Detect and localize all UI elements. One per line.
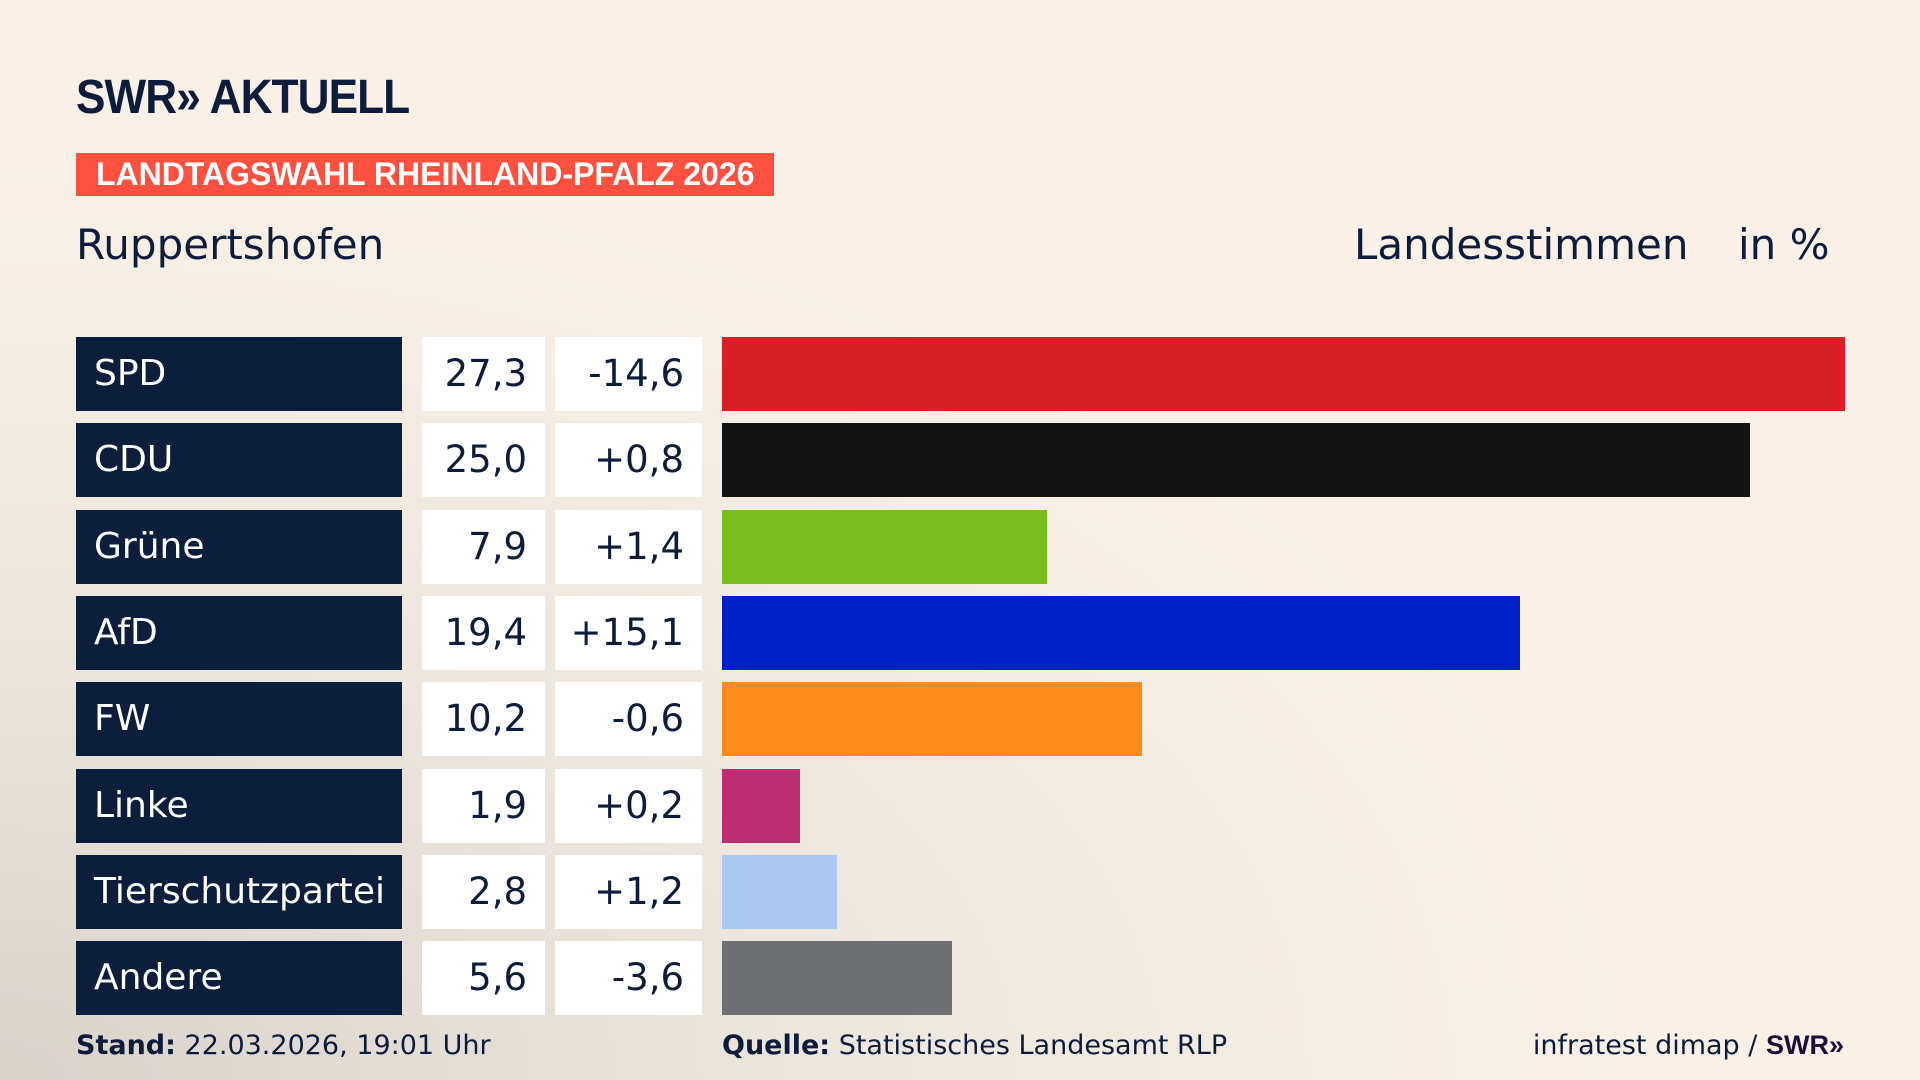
party-value: 2,8 xyxy=(422,854,545,929)
party-value: 25,0 xyxy=(422,423,545,498)
party-bar xyxy=(722,854,838,929)
party-row: Grüne 7,9 +1,4 xyxy=(0,509,1920,584)
source-value: Statistisches Landesamt RLP xyxy=(838,1030,1228,1061)
source-label: Quelle: xyxy=(722,1030,831,1061)
party-change: +1,2 xyxy=(555,854,702,929)
credit-text: infratest dimap / xyxy=(1532,1030,1758,1061)
party-bar xyxy=(722,941,953,1016)
party-value: 1,9 xyxy=(422,768,545,843)
party-bar xyxy=(722,423,1751,498)
party-bar xyxy=(722,509,1047,584)
party-label: Tierschutzpartei xyxy=(76,854,402,929)
party-bar xyxy=(722,595,1521,670)
stand-value: 22.03.2026, 19:01 Uhr xyxy=(184,1030,491,1061)
source-info: Quelle: Statistisches Landesamt RLP xyxy=(722,1030,1227,1061)
party-change: -3,6 xyxy=(555,941,702,1016)
swr-aktuell-logo: SWR» AKTUELL xyxy=(76,71,410,124)
party-row: AfD 19,4 +15,1 xyxy=(0,595,1920,670)
party-bar xyxy=(722,768,801,843)
party-change: +1,4 xyxy=(555,509,702,584)
credit-info: infratest dimap / SWR» xyxy=(1533,1030,1844,1061)
party-row: Linke 1,9 +0,2 xyxy=(0,768,1920,843)
party-change: +0,2 xyxy=(555,768,702,843)
party-value: 5,6 xyxy=(422,941,545,1016)
party-change: -14,6 xyxy=(555,337,702,411)
party-value: 19,4 xyxy=(422,595,545,670)
party-row: CDU 25,0 +0,8 xyxy=(0,423,1920,498)
party-row: Andere 5,6 -3,6 xyxy=(0,941,1920,1016)
party-label: CDU xyxy=(76,423,402,498)
region-title: Ruppertshofen xyxy=(76,220,385,269)
party-label: SPD xyxy=(76,337,402,411)
party-row: Tierschutzpartei 2,8 +1,2 xyxy=(0,854,1920,929)
swr-logo: SWR» xyxy=(1765,1030,1844,1060)
party-row: FW 10,2 -0,6 xyxy=(0,682,1920,757)
party-bar xyxy=(722,337,1845,411)
party-label: AfD xyxy=(76,595,402,670)
party-bar xyxy=(722,682,1142,757)
party-label: FW xyxy=(76,682,402,757)
measure-label: Landesstimmen xyxy=(1354,220,1689,269)
stand-label: Stand: xyxy=(76,1030,176,1061)
party-value: 27,3 xyxy=(422,337,545,411)
party-label: Linke xyxy=(76,768,402,843)
party-change: -0,6 xyxy=(555,682,702,757)
party-row: SPD 27,3 -14,6 xyxy=(0,337,1920,411)
stand-info: Stand: 22.03.2026, 19:01 Uhr xyxy=(76,1030,491,1061)
party-label: Andere xyxy=(76,941,402,1016)
election-badge: LANDTAGSWAHL RHEINLAND-PFALZ 2026 xyxy=(76,153,775,196)
party-value: 10,2 xyxy=(422,682,545,757)
unit-label: in % xyxy=(1738,220,1830,269)
party-value: 7,9 xyxy=(422,509,545,584)
party-change: +15,1 xyxy=(555,595,702,670)
party-change: +0,8 xyxy=(555,423,702,498)
party-label: Grüne xyxy=(76,509,402,584)
